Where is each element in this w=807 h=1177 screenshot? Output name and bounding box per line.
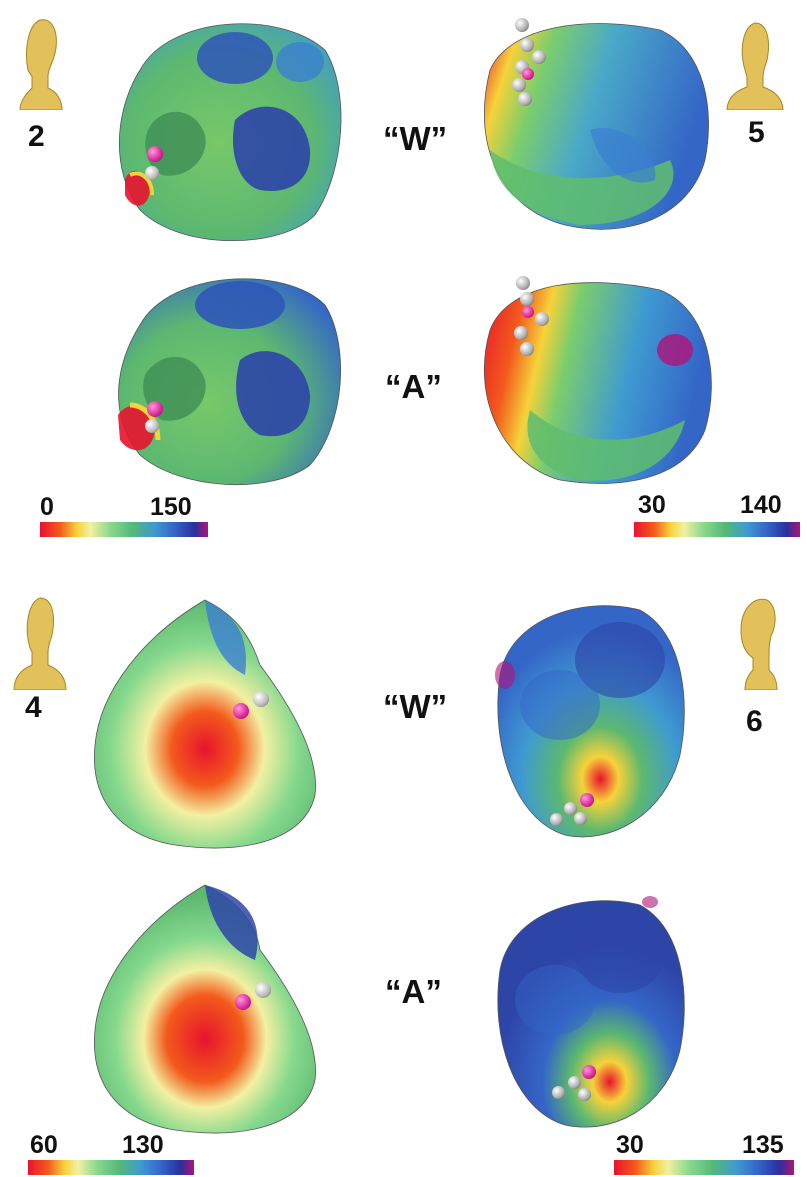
electrode-marker: [574, 812, 587, 825]
stimulus-marker: [147, 146, 163, 162]
color-scale-bar: [614, 1160, 794, 1175]
color-scale-bar: [28, 1160, 194, 1175]
electrode-marker: [145, 419, 159, 433]
electrode-marker: [564, 802, 577, 815]
stimulus-marker: [580, 793, 594, 807]
electrode-marker: [255, 982, 271, 998]
electrode-marker: [145, 166, 159, 180]
case-number-4: 4: [25, 691, 42, 724]
electrode-marker: [515, 18, 529, 32]
color-scale-bar: [40, 522, 208, 537]
stimulus-marker: [582, 1065, 596, 1079]
electrode-marker: [552, 1086, 565, 1099]
stimulus-marker: [233, 703, 249, 719]
color-scale-max: 150: [150, 493, 192, 521]
electrode-marker: [518, 92, 532, 106]
electrode-marker: [520, 292, 534, 306]
head-orientation-icon: [726, 22, 784, 110]
stimulus-marker: [522, 68, 534, 80]
stimulus-marker: [147, 401, 163, 417]
case-number-5: 5: [748, 116, 765, 149]
electrode-marker: [253, 691, 269, 707]
heart-map-case6-A: [490, 890, 690, 1135]
stimulus-marker: [235, 994, 251, 1010]
color-scale-min: 0: [40, 493, 54, 521]
heart-map-case6-W: [490, 595, 690, 845]
heart-map-case5-W: [470, 10, 720, 250]
color-scale-min: 30: [638, 491, 666, 519]
color-scale-bar: [634, 522, 800, 537]
electrode-marker: [532, 50, 546, 64]
condition-label-W: “W”: [383, 688, 448, 725]
condition-label-A: “A”: [385, 973, 442, 1010]
case-number-2: 2: [28, 120, 45, 153]
electrode-marker: [512, 78, 526, 92]
color-scale-max: 135: [742, 1131, 784, 1159]
electrode-marker: [550, 813, 563, 826]
heart-map-case4-A: [85, 880, 335, 1140]
electrode-marker: [516, 276, 530, 290]
condition-label-W: “W”: [383, 120, 448, 157]
heart-map-case4-W: [85, 595, 335, 855]
heart-map-case2-A: [100, 265, 350, 490]
heart-map-case2-W: [100, 10, 350, 250]
electrode-marker: [520, 342, 534, 356]
condition-label-A: “A”: [385, 368, 442, 405]
electrode-marker: [514, 326, 528, 340]
color-scale-max: 130: [122, 1131, 164, 1159]
electrode-marker: [520, 38, 534, 52]
color-scale-min: 60: [30, 1131, 58, 1159]
head-orientation-icon: [740, 598, 778, 690]
head-orientation-icon: [19, 19, 63, 110]
color-scale-max: 140: [740, 491, 782, 519]
electrode-marker: [578, 1088, 591, 1101]
electrode-marker: [568, 1076, 581, 1089]
case-number-6: 6: [746, 705, 763, 738]
stimulus-marker: [522, 306, 534, 318]
heart-map-case5-A: [470, 270, 720, 495]
electrode-marker: [535, 312, 549, 326]
color-scale-min: 30: [616, 1131, 644, 1159]
head-orientation-icon: [13, 597, 67, 690]
